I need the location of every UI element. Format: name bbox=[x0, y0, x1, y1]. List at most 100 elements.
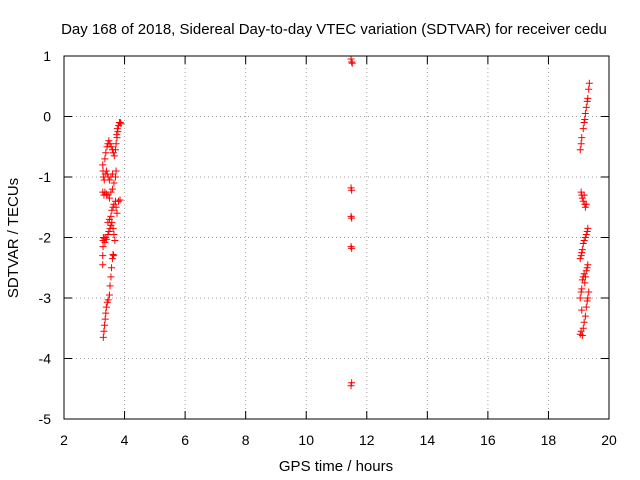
data-point bbox=[107, 143, 115, 151]
data-point bbox=[581, 116, 589, 124]
data-point bbox=[110, 252, 118, 260]
data-point bbox=[578, 194, 586, 202]
data-point bbox=[102, 309, 110, 317]
data-point bbox=[578, 285, 586, 293]
x-tick-labels: 2 4 6 8 10 12 14 16 18 20 bbox=[60, 432, 617, 448]
data-point bbox=[579, 125, 587, 133]
data-point bbox=[581, 312, 589, 320]
x-tick-label: 14 bbox=[420, 432, 436, 448]
x-tick-label: 18 bbox=[541, 432, 557, 448]
x-tick-label: 2 bbox=[60, 432, 68, 448]
data-point bbox=[582, 230, 590, 238]
data-point bbox=[580, 119, 588, 127]
data-point bbox=[577, 252, 585, 260]
data-point bbox=[101, 155, 109, 163]
data-point bbox=[106, 282, 114, 290]
data-point bbox=[580, 237, 588, 245]
data-point bbox=[104, 296, 112, 304]
data-point bbox=[585, 79, 593, 87]
data-point bbox=[104, 230, 112, 238]
data-point bbox=[347, 243, 355, 251]
x-tick-label: 8 bbox=[242, 432, 250, 448]
data-point bbox=[101, 321, 109, 329]
y-tick-label: -3 bbox=[39, 290, 52, 306]
data-point bbox=[577, 140, 585, 148]
data-point bbox=[104, 218, 112, 226]
data-point bbox=[108, 206, 116, 214]
data-point bbox=[113, 209, 121, 217]
data-point bbox=[113, 131, 121, 139]
y-tick-label: 0 bbox=[43, 109, 51, 125]
x-tick-label: 10 bbox=[298, 432, 314, 448]
data-point bbox=[99, 333, 107, 341]
data-point bbox=[107, 212, 115, 220]
data-point bbox=[579, 197, 587, 205]
x-tick-label: 20 bbox=[601, 432, 617, 448]
data-point bbox=[580, 318, 588, 326]
data-point bbox=[99, 252, 107, 260]
data-point bbox=[99, 261, 107, 269]
data-point bbox=[576, 255, 584, 263]
data-point bbox=[576, 146, 584, 154]
data-point bbox=[100, 327, 108, 335]
data-point bbox=[110, 179, 118, 187]
data-point bbox=[581, 234, 589, 241]
data-point bbox=[584, 224, 592, 232]
x-axis-label: GPS time / hours bbox=[279, 458, 393, 475]
data-point bbox=[105, 291, 113, 299]
y-tick-label: -4 bbox=[39, 351, 52, 367]
data-point bbox=[107, 173, 115, 181]
data-point bbox=[348, 59, 356, 67]
data-point bbox=[102, 190, 110, 198]
data-point bbox=[114, 128, 122, 136]
data-point bbox=[582, 267, 590, 275]
data-point bbox=[101, 315, 109, 323]
data-point bbox=[583, 97, 591, 105]
data-point bbox=[105, 227, 113, 235]
data-point bbox=[99, 243, 107, 251]
data-point bbox=[101, 188, 109, 196]
data-point bbox=[110, 230, 118, 238]
data-point bbox=[580, 191, 588, 199]
data-point bbox=[117, 120, 125, 128]
data-point bbox=[102, 167, 110, 175]
data-point bbox=[583, 297, 591, 305]
data-point bbox=[579, 240, 587, 248]
data-point bbox=[101, 238, 109, 246]
data-point bbox=[102, 149, 110, 157]
y-axis-label: SDTVAR / TECUs bbox=[5, 178, 22, 298]
data-point bbox=[348, 214, 356, 222]
data-point bbox=[579, 324, 587, 332]
data-point bbox=[583, 264, 591, 272]
plot-frame bbox=[63, 55, 610, 420]
data-point bbox=[108, 185, 116, 193]
data-point bbox=[584, 261, 592, 269]
data-point bbox=[112, 203, 120, 211]
data-point bbox=[109, 250, 117, 258]
data-point bbox=[102, 303, 110, 311]
data-point bbox=[348, 186, 356, 194]
data-point bbox=[585, 85, 593, 93]
x-tick-label: 12 bbox=[359, 432, 375, 448]
data-point bbox=[578, 332, 586, 340]
data-point bbox=[111, 146, 119, 154]
data-point bbox=[115, 197, 122, 205]
data-point bbox=[116, 119, 124, 127]
data-point bbox=[581, 203, 589, 211]
data-point bbox=[106, 140, 114, 148]
data-point bbox=[584, 294, 592, 302]
data-point bbox=[582, 200, 590, 208]
data-point bbox=[585, 288, 593, 296]
data-point bbox=[107, 188, 115, 196]
data-point bbox=[581, 279, 589, 287]
data-point bbox=[347, 55, 355, 63]
data-point bbox=[105, 194, 113, 202]
grid-lines bbox=[64, 56, 609, 419]
data-point bbox=[578, 246, 586, 254]
data-point bbox=[582, 303, 590, 311]
data-point bbox=[108, 264, 116, 272]
data-point bbox=[578, 249, 586, 257]
data-point bbox=[109, 224, 117, 232]
data-point bbox=[116, 196, 124, 204]
data-point bbox=[112, 140, 120, 148]
